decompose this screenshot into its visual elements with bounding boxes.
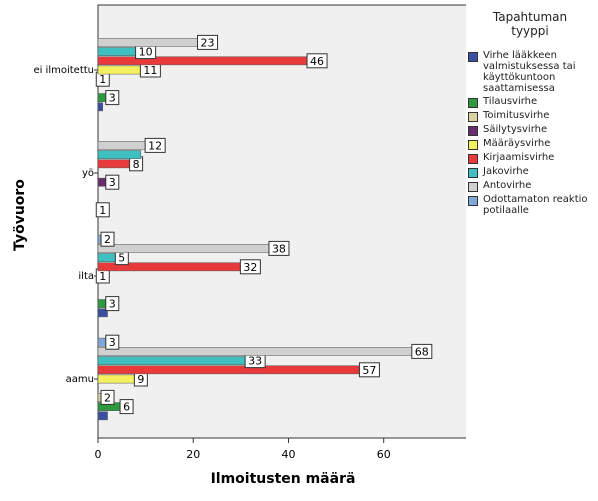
legend-swatch (468, 168, 478, 178)
data-label: 1 (99, 73, 106, 86)
data-label: 3 (109, 92, 116, 105)
label-box (239, 259, 261, 275)
data-label: 46 (310, 55, 324, 68)
legend-label: Kirjaamisvirhe (483, 152, 555, 163)
legend-swatch (468, 98, 478, 108)
label-box (144, 137, 166, 153)
data-label: 57 (362, 364, 376, 377)
data-label: 68 (415, 345, 429, 358)
data-label: 3 (109, 176, 116, 189)
bar (97, 38, 208, 47)
label-box (105, 334, 120, 350)
y-tick-label: ei ilmoitettu (33, 65, 94, 76)
legend-item: Kirjaamisvirhe (466, 152, 594, 164)
legend-label: Säilytysvirhe (483, 124, 548, 135)
bar (97, 347, 423, 356)
legend-item: Tilausvirhe (466, 96, 594, 108)
legend-item: Virhe lääkkeen valmistuksessa tai käyttö… (466, 50, 594, 94)
data-label: 8 (133, 158, 140, 171)
data-label: 5 (118, 252, 125, 265)
legend-swatch (468, 126, 478, 136)
label-box (197, 34, 219, 50)
label-box (95, 202, 110, 218)
label-box (268, 240, 290, 256)
legend-label: Määräysvirhe (483, 138, 551, 149)
label-box (100, 231, 115, 247)
data-label: 2 (104, 233, 111, 246)
data-label: 3 (109, 298, 116, 311)
y-tick-label: ilta (78, 271, 94, 282)
label-box (411, 343, 433, 359)
legend-label: Jakovirhe (483, 166, 529, 177)
label-box (358, 362, 380, 378)
data-label: 12 (148, 139, 162, 152)
data-label: 38 (272, 242, 286, 255)
data-label: 32 (243, 261, 257, 274)
data-label: 23 (201, 36, 215, 49)
legend-item: Jakovirhe (466, 166, 594, 178)
x-tick-label: 20 (186, 448, 200, 461)
bar (97, 356, 256, 365)
x-tick-label: 60 (377, 448, 391, 461)
legend-swatch (468, 52, 478, 62)
x-tick-label: 40 (281, 448, 295, 461)
legend-swatch (468, 196, 478, 206)
x-axis-label: Ilmoitusten määrä (211, 471, 356, 487)
legend-item: Antovirhe (466, 180, 594, 192)
legend-item: Toimitusvirhe (466, 110, 594, 122)
label-box (105, 90, 120, 106)
legend-label: Antovirhe (483, 180, 532, 191)
bar (97, 150, 142, 159)
legend-swatch (468, 140, 478, 150)
legend-swatch (468, 112, 478, 122)
data-label: 3 (109, 336, 116, 349)
legend-label: Odottamaton reaktio potilaalle (483, 194, 588, 216)
data-label: 10 (139, 46, 153, 59)
bar (97, 365, 370, 375)
data-label: 9 (137, 373, 144, 386)
bar (97, 56, 318, 66)
legend-title: Tapahtuman tyyppi (492, 10, 568, 38)
y-axis-label: Työvuoro (12, 179, 28, 251)
data-label: 1 (99, 204, 106, 217)
legend-swatch (468, 182, 478, 192)
label-box (100, 389, 115, 405)
y-tick-label: yö (82, 168, 94, 179)
bar (97, 102, 104, 112)
legend-item: Säilytysvirhe (466, 124, 594, 136)
data-label: 11 (143, 64, 157, 77)
data-label: 2 (104, 391, 111, 404)
legend-swatch (468, 154, 478, 164)
label-box (119, 399, 134, 415)
legend-label: Tilausvirhe (483, 96, 538, 107)
label-box (105, 174, 120, 190)
data-label: 1 (99, 270, 106, 283)
legend-label: Virhe lääkkeen valmistuksessa tai käyttö… (483, 50, 576, 94)
legend-item: Määräysvirhe (466, 138, 594, 150)
y-tick-label: aamu (66, 374, 94, 385)
bar (97, 308, 108, 318)
x-tick-label: 0 (95, 448, 102, 461)
bar (97, 411, 108, 421)
legend-label: Toimitusvirhe (483, 110, 550, 121)
label-box (105, 296, 120, 312)
data-label: 6 (123, 401, 130, 414)
chart: Ilmoitusten määrä Työvuoro 0 20 40 60aamu62… (12, 4, 466, 487)
data-label: 33 (248, 355, 262, 368)
label-box (306, 53, 328, 69)
legend: Tapahtuman tyyppi Virhe lääkkeen valmist… (466, 10, 594, 218)
legend-item: Odottamaton reaktio potilaalle (466, 194, 594, 216)
bar (97, 244, 280, 253)
